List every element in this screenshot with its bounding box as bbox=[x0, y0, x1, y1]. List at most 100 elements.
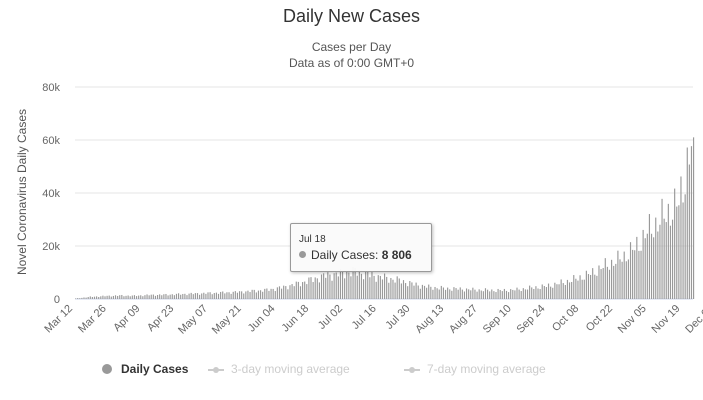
bar bbox=[682, 202, 684, 299]
bar bbox=[358, 270, 360, 299]
bar bbox=[514, 290, 516, 299]
bar bbox=[171, 294, 173, 299]
bar bbox=[79, 298, 81, 299]
bar bbox=[287, 289, 289, 299]
bar bbox=[547, 283, 550, 299]
bar bbox=[453, 287, 455, 299]
bar bbox=[602, 268, 604, 299]
bar bbox=[434, 286, 436, 299]
bar bbox=[320, 274, 323, 299]
bar bbox=[178, 293, 180, 299]
bar bbox=[346, 271, 348, 299]
bar bbox=[550, 286, 552, 299]
bar bbox=[184, 293, 186, 299]
bar bbox=[428, 284, 430, 299]
bar bbox=[236, 292, 239, 299]
bar bbox=[634, 250, 636, 299]
bar bbox=[533, 288, 535, 299]
bar bbox=[423, 285, 426, 299]
bar bbox=[220, 291, 222, 299]
bar bbox=[531, 287, 533, 299]
bar bbox=[388, 282, 390, 299]
bar bbox=[156, 295, 159, 299]
bar bbox=[554, 282, 556, 299]
bar bbox=[234, 291, 236, 299]
bar bbox=[510, 289, 512, 299]
bar bbox=[524, 289, 526, 299]
bar bbox=[241, 291, 243, 299]
x-tick-label: Nov 05 bbox=[616, 303, 649, 336]
bar bbox=[396, 276, 398, 299]
x-tick-label: Mar 26 bbox=[76, 303, 109, 336]
bar bbox=[196, 293, 199, 299]
bar bbox=[676, 206, 678, 299]
tooltip-series-dot-icon bbox=[299, 251, 306, 258]
bar bbox=[245, 291, 247, 299]
bar bbox=[590, 274, 592, 299]
bar bbox=[152, 294, 154, 299]
bar bbox=[394, 282, 396, 299]
bar bbox=[583, 279, 585, 299]
bar bbox=[638, 250, 640, 299]
bar bbox=[312, 282, 314, 299]
tooltip-row: Daily Cases: 8 806 bbox=[299, 248, 412, 262]
bar bbox=[537, 288, 539, 299]
x-tick-label: Jul 30 bbox=[383, 303, 412, 332]
bar bbox=[306, 284, 308, 299]
bar bbox=[371, 272, 373, 299]
bar bbox=[213, 293, 215, 299]
bar bbox=[272, 288, 274, 299]
bar bbox=[98, 297, 100, 299]
bar bbox=[436, 288, 438, 299]
bar bbox=[665, 222, 667, 299]
bar bbox=[600, 269, 602, 299]
bar bbox=[499, 289, 501, 299]
bar bbox=[459, 287, 461, 299]
bar bbox=[684, 194, 686, 299]
x-tick-label: May 07 bbox=[176, 303, 210, 337]
tooltip-value: 8 806 bbox=[381, 248, 412, 262]
bar bbox=[402, 280, 405, 299]
bar bbox=[457, 289, 459, 299]
bar bbox=[314, 277, 316, 299]
bar bbox=[688, 164, 690, 299]
dot-marker-icon bbox=[213, 367, 219, 373]
bar bbox=[228, 292, 230, 299]
y-tick-label: 60k bbox=[42, 135, 60, 147]
bar bbox=[444, 289, 447, 299]
bar bbox=[564, 284, 566, 299]
bar bbox=[636, 236, 638, 299]
bar bbox=[266, 288, 268, 299]
bar bbox=[205, 293, 207, 299]
bar bbox=[121, 294, 123, 299]
bar bbox=[161, 295, 163, 299]
bar bbox=[87, 297, 89, 299]
bar bbox=[100, 296, 102, 299]
bar bbox=[192, 294, 194, 299]
bar bbox=[575, 278, 577, 299]
bar bbox=[110, 296, 112, 299]
bar bbox=[316, 278, 318, 299]
bar bbox=[472, 287, 474, 299]
bar bbox=[629, 242, 632, 299]
bar bbox=[442, 287, 445, 299]
bar bbox=[117, 295, 119, 299]
bar bbox=[350, 276, 352, 299]
bar bbox=[611, 259, 613, 299]
bar bbox=[283, 285, 285, 299]
bar bbox=[232, 291, 234, 299]
bar bbox=[356, 275, 358, 299]
bar bbox=[226, 292, 228, 299]
bar bbox=[623, 251, 625, 299]
bar bbox=[339, 268, 342, 299]
x-tick-label: Jun 18 bbox=[280, 303, 312, 335]
circle-marker-icon bbox=[102, 364, 112, 374]
bar bbox=[409, 281, 411, 299]
tooltip-date: Jul 18 bbox=[299, 234, 326, 245]
bar bbox=[119, 295, 121, 299]
bar bbox=[579, 275, 581, 299]
bar bbox=[278, 286, 281, 299]
bar bbox=[175, 293, 178, 299]
